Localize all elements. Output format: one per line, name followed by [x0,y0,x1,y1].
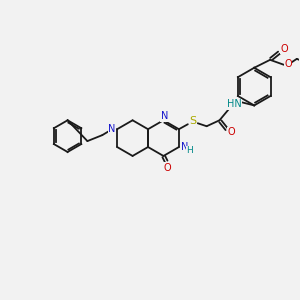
Text: N: N [161,111,168,121]
Text: N: N [181,142,188,152]
Text: H: H [186,146,193,155]
Text: O: O [228,127,235,137]
Text: N: N [109,124,116,134]
Text: O: O [284,59,292,69]
Text: O: O [280,44,288,54]
Text: S: S [189,116,196,126]
Text: O: O [164,163,171,173]
Text: HN: HN [227,99,242,110]
